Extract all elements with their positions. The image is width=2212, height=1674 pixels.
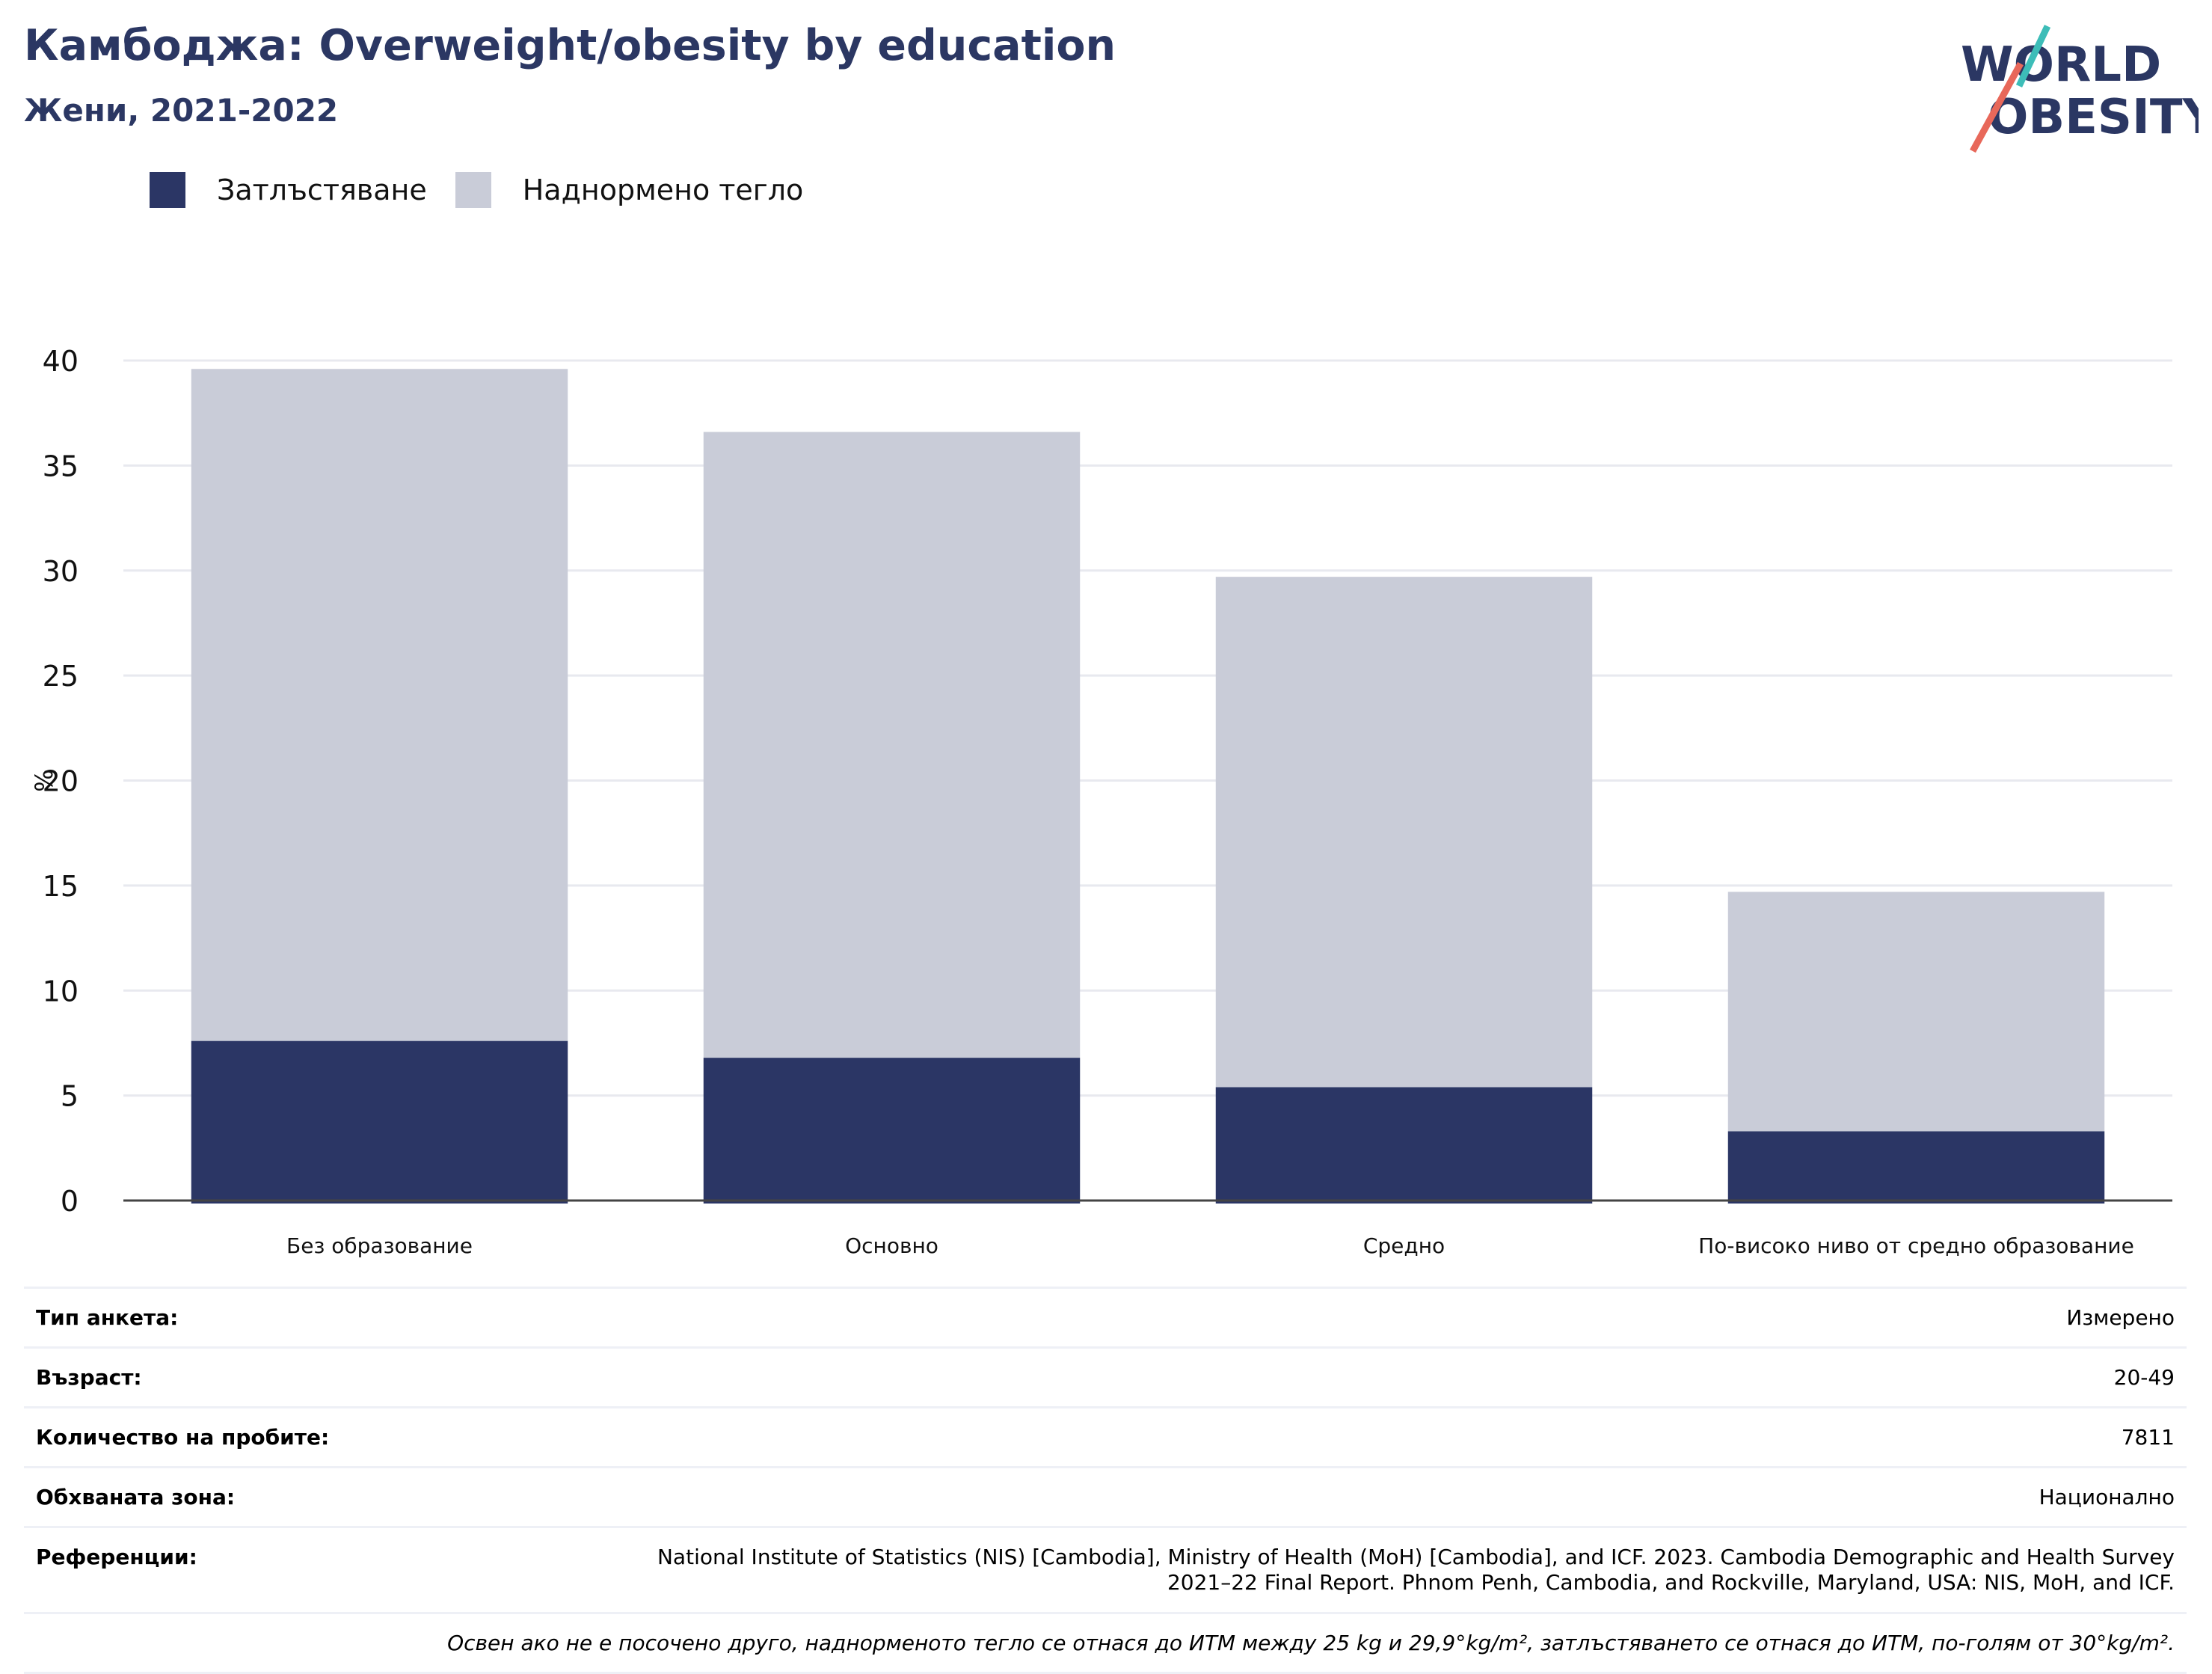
logo-coral-slash	[1970, 61, 2024, 153]
legend-label-obesity: Затлъстяване	[217, 174, 427, 206]
bar-overweight	[191, 369, 568, 1041]
legend-item-overweight[interactable]: Наднормено тегло	[455, 172, 804, 208]
bar-overweight	[703, 432, 1081, 1058]
info-row-note: Освен ако не е посочено друго, наднормен…	[24, 1612, 2187, 1674]
logo-teal-slash	[2015, 25, 2051, 88]
bmi-definition-note: Освен ако не е посочено друго, наднормен…	[447, 1631, 2175, 1655]
x-tick-label: По-високо ниво от средно образование	[1698, 1233, 2134, 1258]
info-value: Измерено	[2066, 1305, 2175, 1330]
y-tick-label: 20	[43, 765, 79, 798]
info-label: Тип анкета:	[36, 1305, 179, 1330]
y-axis-label: %	[30, 769, 58, 791]
bar-obesity	[703, 1058, 1081, 1204]
y-tick-label: 15	[43, 870, 79, 903]
info-value: 7811	[2121, 1425, 2175, 1450]
survey-info-table: Тип анкета: Измерено Възраст: 20-49 Коли…	[24, 1287, 2187, 1674]
bar-obesity	[1727, 1131, 2105, 1204]
x-tick-label: Без образование	[286, 1233, 473, 1258]
y-tick-label: 10	[43, 975, 79, 1008]
info-row-references: Референции: National Institute of Statis…	[24, 1526, 2187, 1612]
bar-overweight	[1215, 577, 1593, 1088]
chart-legend: Затлъстяване Наднормено тегло	[150, 172, 832, 208]
y-tick-label: 40	[43, 345, 79, 378]
y-tick-label: 5	[61, 1080, 79, 1113]
info-value: Национално	[2039, 1485, 2175, 1509]
info-value-reference: National Institute of Statistics (NIS) […	[657, 1545, 2175, 1595]
y-tick-label: 30	[43, 555, 79, 588]
info-row-survey-type: Тип анкета: Измерено	[24, 1287, 2187, 1346]
bar-overweight	[1727, 892, 2105, 1132]
chart-subtitle: Жени, 2021-2022	[24, 92, 339, 129]
info-label: Количество на пробите:	[36, 1425, 330, 1450]
y-tick-label: 35	[43, 450, 79, 482]
legend-swatch-overweight	[455, 172, 491, 208]
logo-word-world: WORLD	[1961, 37, 2161, 93]
legend-swatch-obesity	[150, 172, 185, 208]
x-tick-label: Средно	[1363, 1233, 1445, 1258]
info-row-sample-size: Количество на пробите: 7811	[24, 1406, 2187, 1466]
info-row-area: Обхваната зона: Национално	[24, 1466, 2187, 1526]
info-label: Възраст:	[36, 1365, 142, 1390]
legend-label-overweight: Наднормено тегло	[522, 174, 804, 206]
x-tick-label: Основно	[845, 1233, 938, 1258]
logo-word-obesity: OBESITY	[1988, 90, 2199, 145]
info-row-age: Възраст: 20-49	[24, 1346, 2187, 1406]
info-label: Обхваната зона:	[36, 1485, 236, 1509]
chart-title: Камбоджа: Overweight/obesity by educatio…	[24, 21, 1116, 70]
legend-item-obesity[interactable]: Затлъстяване	[150, 172, 427, 208]
info-value: 20-49	[2113, 1365, 2175, 1390]
world-obesity-logo: WORLD OBESITY	[1961, 25, 2199, 153]
info-label: Референции:	[36, 1545, 197, 1569]
bar-chart: 0 5 10 15 20 25 30 35 40% Без образование Основно С…	[30, 345, 2172, 1258]
bar-obesity	[1215, 1087, 1593, 1204]
bar-obesity	[191, 1040, 568, 1204]
y-tick-label: 0	[61, 1185, 79, 1218]
y-tick-label: 25	[43, 660, 79, 693]
